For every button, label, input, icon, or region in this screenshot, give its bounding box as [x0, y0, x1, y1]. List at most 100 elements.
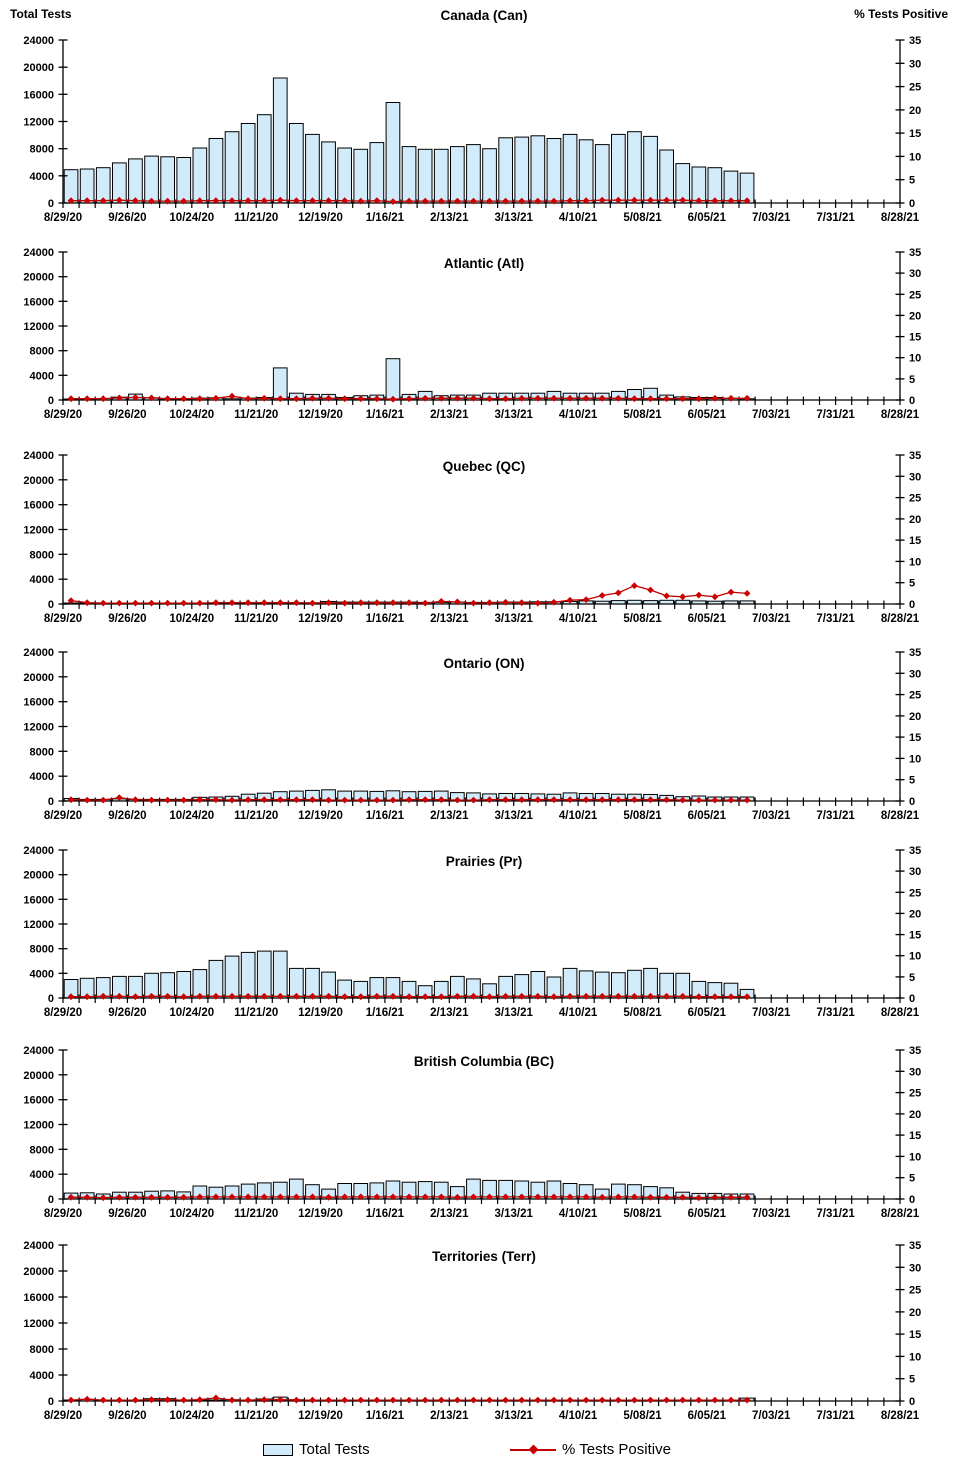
x-tick-label: 11/21/20	[234, 1208, 278, 1220]
diamond-marker	[212, 796, 220, 804]
right-tick-label: 10	[909, 1151, 921, 1163]
bar	[401, 146, 417, 204]
chart-can: Canada (Can) 0 4000 8000 12000 16000 20000 2400…	[23, 8, 921, 224]
diamond-marker	[67, 1193, 75, 1201]
diamond-marker	[550, 598, 558, 606]
diamond-marker	[293, 1193, 300, 1201]
left-tick-label: 20000	[23, 672, 54, 684]
x-tick-label: 8/29/20	[44, 1007, 82, 1019]
x-tick-label: 8/29/20	[44, 613, 82, 625]
diamond-marker	[743, 590, 751, 597]
diamond-marker	[212, 197, 220, 205]
x-tick-label: 5/08/21	[623, 613, 662, 625]
diamond-marker	[341, 1193, 349, 1201]
bar	[611, 133, 626, 204]
diamond-marker	[341, 796, 349, 804]
bar	[578, 139, 594, 204]
diamond-marker	[228, 392, 236, 400]
x-tick-label: 2/13/21	[430, 409, 469, 421]
diamond-marker	[260, 394, 268, 402]
x-tick-label: 3/13/21	[495, 409, 534, 421]
diamond-marker	[486, 1396, 493, 1404]
pct-positive-points	[67, 1394, 751, 1404]
diamond-marker	[470, 796, 477, 804]
right-tick-label: 0	[909, 198, 915, 210]
right-tick-label: 0	[909, 1396, 915, 1408]
bar	[208, 138, 224, 204]
diamond-marker	[67, 197, 75, 205]
diamond-marker	[260, 796, 268, 804]
x-tick-label: 10/24/20	[169, 1007, 214, 1019]
x-tick-label: 3/13/21	[495, 1410, 534, 1422]
x-tick-label: 10/24/20	[169, 409, 214, 421]
chart-title: Quebec (QC)	[443, 459, 526, 474]
right-tick-label: 30	[909, 58, 921, 70]
diamond-marker	[293, 197, 300, 205]
diamond-marker	[260, 197, 268, 205]
diamond-marker	[727, 197, 735, 205]
legend-pct-positive: % Tests Positive	[510, 1441, 671, 1458]
diamond-marker	[614, 589, 622, 597]
right-tick-label: 15	[909, 535, 921, 547]
diamond-marker	[405, 796, 413, 804]
diamond-marker	[470, 992, 477, 1000]
diamond-marker	[132, 1193, 139, 1201]
diamond-marker	[180, 796, 188, 804]
bar	[369, 142, 385, 204]
diamond-marker	[357, 993, 365, 1001]
x-tick-label: 7/03/21	[752, 1007, 791, 1019]
left-tick-label: 16000	[23, 296, 54, 308]
diamond-marker	[180, 1396, 188, 1404]
bar	[385, 358, 401, 401]
diamond-marker	[99, 395, 107, 403]
x-tick-label: 10/24/20	[169, 810, 214, 822]
diamond-marker	[244, 599, 252, 607]
x-tick-label: 11/21/20	[234, 1007, 278, 1019]
chart-atl: Atlantic (Atl) 0 4000 8000 12000 16000 20000 24…	[23, 247, 921, 421]
x-tick-label: 12/19/20	[298, 1208, 343, 1220]
diamond-marker	[164, 1193, 171, 1201]
diamond-marker	[502, 796, 509, 804]
diamond-marker	[518, 796, 526, 804]
diamond-marker	[212, 1193, 220, 1201]
diamond-marker	[244, 197, 252, 205]
diamond-marker	[727, 588, 735, 596]
diamond-marker	[260, 1396, 268, 1404]
bar	[144, 155, 159, 204]
diamond-marker	[534, 992, 542, 1000]
left-tick-label: 0	[48, 395, 54, 407]
diamond-marker	[454, 598, 461, 606]
diamond-marker	[357, 197, 365, 205]
x-tick-label: 9/26/20	[108, 212, 146, 224]
diamond-marker	[293, 395, 300, 403]
x-tick-label: 1/16/21	[366, 810, 405, 822]
diamond-marker	[276, 992, 284, 1000]
diamond-marker	[421, 394, 429, 402]
bar	[417, 148, 433, 204]
x-tick-label: 8/28/21	[881, 613, 920, 625]
axes-frame	[62, 1050, 901, 1200]
diamond-marker	[437, 796, 445, 804]
total-tests-bars	[63, 358, 755, 401]
x-tick-label: 7/31/21	[816, 613, 855, 625]
diamond-marker	[470, 1396, 477, 1404]
right-tick-label: 35	[909, 1240, 921, 1252]
left-tick-label: 8000	[30, 346, 54, 358]
diamond-marker	[405, 1193, 413, 1201]
diamond-marker	[470, 394, 477, 402]
diamond-marker	[598, 1396, 606, 1404]
left-tick-label: 20000	[23, 62, 54, 74]
right-tick-label: 5	[909, 775, 915, 787]
diamond-marker	[518, 1396, 526, 1404]
x-tick-label: 8/29/20	[44, 212, 82, 224]
x-tick-label: 9/26/20	[108, 1410, 146, 1422]
diamond-marker	[341, 993, 349, 1001]
diamond-marker	[470, 197, 477, 205]
right-tick-label: 35	[909, 647, 921, 659]
diamond-marker	[244, 395, 252, 403]
left-tick-label: 24000	[23, 845, 54, 857]
right-tick-label: 15	[909, 732, 921, 744]
right-tick-label: 5	[909, 1374, 915, 1386]
diamond-marker	[180, 993, 188, 1001]
